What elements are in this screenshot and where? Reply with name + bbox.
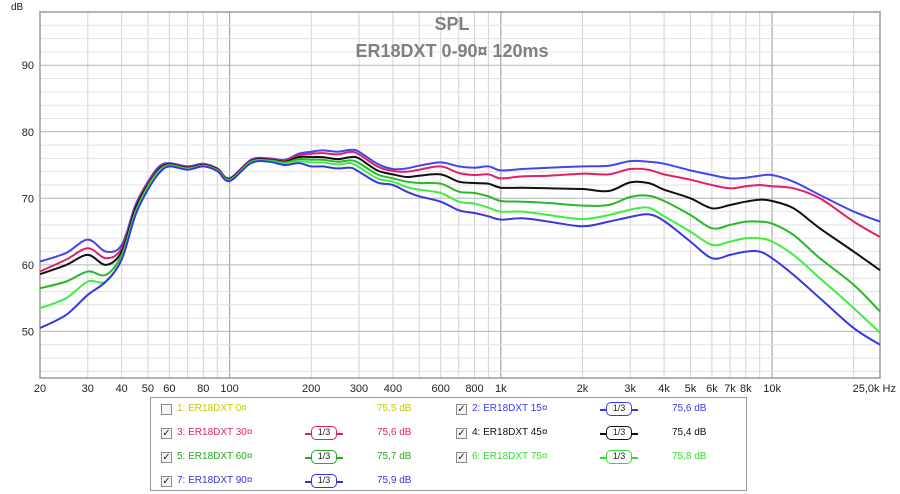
legend-value: 75,4 dB: [672, 427, 707, 438]
legend-line-swatch: [305, 457, 311, 459]
legend-line-swatch: [600, 433, 606, 435]
x-tick-label: 40: [116, 383, 128, 395]
legend-panel: 1: ER18DXT 0¤ 75,5 dB ✓ 2: ER18DXT 15¤ 1/3 75…: [150, 397, 747, 491]
x-tick-label: 600: [432, 383, 450, 395]
legend-number: 5:: [177, 451, 186, 462]
plot-frame: [39, 11, 881, 379]
y-tick-label: 80: [22, 127, 34, 139]
plot-area: [40, 12, 880, 378]
x-tick-label: 100: [220, 383, 238, 395]
x-tick-label: 30: [82, 383, 94, 395]
y-tick-label: 90: [22, 60, 34, 72]
legend-line-swatch: [600, 409, 606, 411]
legend-value: 75,6 dB: [672, 403, 707, 414]
legend-name: ER18DXT 30¤: [185, 427, 253, 438]
x-tick-label: 8k: [740, 383, 752, 395]
x-tick-label: 1k: [495, 383, 507, 395]
x-tick-label: 200: [302, 383, 320, 395]
spl-chart: SPL ER18DXT 0-90¤ 120ms dB 50 60 70 80 90 20 30 40…: [11, 2, 896, 395]
legend-item: ✓ 7: ER18DXT 90¤ 1/3 75,9 dB: [161, 473, 446, 493]
y-axis-label: dB: [11, 2, 24, 13]
legend-name: ER18DXT 75¤: [480, 451, 548, 462]
x-tick-label: 7k: [724, 383, 736, 395]
legend-number: 6:: [472, 451, 481, 462]
smoothing-button[interactable]: 1/3: [606, 450, 632, 464]
x-tick-label: 10k: [763, 383, 781, 395]
chart-title: SPL: [434, 14, 469, 34]
legend-label: 6: ER18DXT 75¤: [472, 451, 547, 462]
legend-line-swatch: [305, 433, 311, 435]
legend-value: 75,6 dB: [377, 427, 412, 438]
legend-number: 2:: [472, 403, 481, 414]
x-tick-label: 50: [142, 383, 154, 395]
legend-checkbox[interactable]: ✓: [161, 452, 172, 463]
legend-name: ER18DXT 90¤: [185, 475, 253, 486]
legend-checkbox[interactable]: ✓: [161, 428, 172, 439]
smoothing-button[interactable]: 1/3: [311, 450, 337, 464]
legend-checkbox[interactable]: ✓: [456, 428, 467, 439]
legend-number: 3:: [177, 427, 186, 438]
legend-item: 1: ER18DXT 0¤ 75,5 dB: [161, 401, 446, 421]
legend-name: ER18DXT 15¤: [480, 403, 548, 414]
legend-number: 4:: [472, 427, 481, 438]
legend-name: ER18DXT 60¤: [185, 451, 253, 462]
y-tick-label: 70: [22, 193, 34, 205]
legend-line-swatch: [337, 457, 343, 459]
legend-label: 7: ER18DXT 90¤: [177, 475, 252, 486]
chart-subtitle: ER18DXT 0-90¤ 120ms: [355, 41, 548, 61]
legend-label: 2: ER18DXT 15¤: [472, 403, 547, 414]
y-tick-label: 60: [22, 260, 34, 272]
smoothing-button[interactable]: 1/3: [606, 426, 632, 440]
series-line: [39, 160, 881, 346]
legend-number: 7:: [177, 475, 186, 486]
x-tick-label: 80: [197, 383, 209, 395]
legend-line-swatch: [305, 481, 311, 483]
legend-checkbox[interactable]: ✓: [456, 452, 467, 463]
x-tick-label: 6k: [706, 383, 718, 395]
legend-line-swatch: [632, 433, 638, 435]
legend-item: ✓ 3: ER18DXT 30¤ 1/3 75,6 dB: [161, 425, 446, 445]
smoothing-button[interactable]: 1/3: [606, 402, 632, 416]
x-tick-label: 60: [163, 383, 175, 395]
x-tick-label: 800: [465, 383, 483, 395]
legend-line-swatch: [600, 457, 606, 459]
legend-item: ✓ 4: ER18DXT 45¤ 1/3 75,4 dB: [456, 425, 741, 445]
legend-line-swatch: [632, 457, 638, 459]
y-tick-label: 50: [22, 326, 34, 338]
legend-value: 75,9 dB: [377, 475, 412, 486]
legend-item: ✓ 6: ER18DXT 75¤ 1/3 75,8 dB: [456, 449, 741, 469]
legend-name: ER18DXT 0¤: [185, 403, 247, 414]
x-tick-label: 25,0k Hz: [853, 383, 896, 395]
legend-line-swatch: [337, 481, 343, 483]
legend-checkbox[interactable]: ✓: [456, 404, 467, 415]
legend-line-swatch: [632, 409, 638, 411]
legend-line-swatch: [337, 433, 343, 435]
legend-item: ✓ 2: ER18DXT 15¤ 1/3 75,6 dB: [456, 401, 741, 421]
legend-value: 75,5 dB: [377, 403, 412, 414]
legend-label: 5: ER18DXT 60¤: [177, 451, 252, 462]
legend-value: 75,7 dB: [377, 451, 412, 462]
x-tick-label: 300: [350, 383, 368, 395]
legend-label: 1: ER18DXT 0¤: [177, 403, 247, 414]
x-tick-label: 3k: [624, 383, 636, 395]
x-tick-label: 20: [34, 383, 46, 395]
legend-checkbox[interactable]: [161, 404, 172, 415]
x-tick-label: 2k: [577, 383, 589, 395]
x-tick-label: 4k: [658, 383, 670, 395]
x-tick-label: 5k: [685, 383, 697, 395]
legend-label: 3: ER18DXT 30¤: [177, 427, 252, 438]
x-tick-label: 400: [384, 383, 402, 395]
smoothing-button[interactable]: 1/3: [311, 426, 337, 440]
legend-label: 4: ER18DXT 45¤: [472, 427, 547, 438]
legend-checkbox[interactable]: ✓: [161, 476, 172, 487]
legend-name: ER18DXT 45¤: [480, 427, 548, 438]
legend-item: ✓ 5: ER18DXT 60¤ 1/3 75,7 dB: [161, 449, 446, 469]
legend-number: 1:: [177, 403, 186, 414]
legend-value: 75,8 dB: [672, 451, 707, 462]
smoothing-button[interactable]: 1/3: [311, 474, 337, 488]
